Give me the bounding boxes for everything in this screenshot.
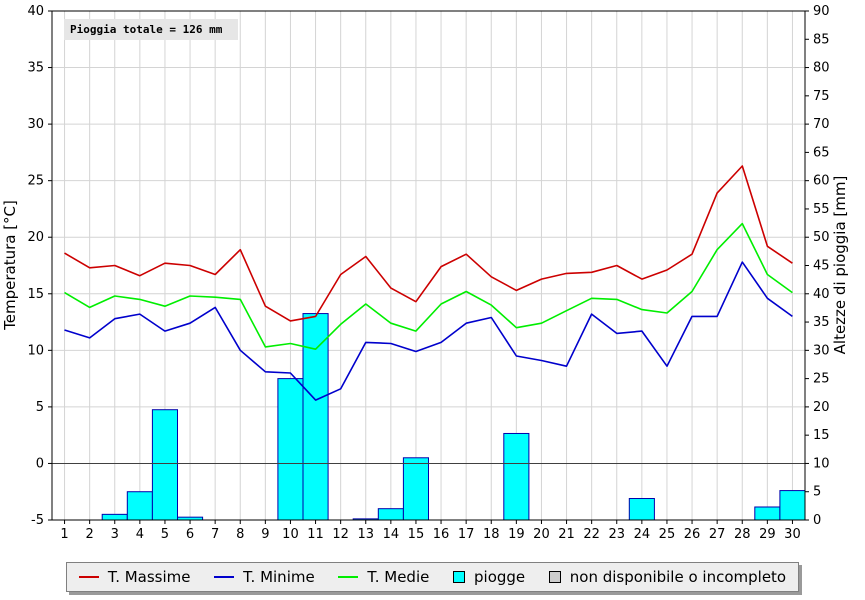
y-tick-label-8: 35 [27,61,44,76]
y2-tick-label-10: 50 [813,230,830,245]
rain-bars [101,313,806,521]
rain-bar-4 [126,491,153,521]
x-tick-label-16: 16 [433,527,450,542]
legend-swatch-max [78,576,99,578]
y2-tick-label-0: 0 [813,513,821,528]
rain-bar-29 [754,506,781,521]
x-tick-label-18: 18 [483,527,500,542]
legend-label-rain: piogge [474,568,526,586]
x-tick-label-4: 4 [136,527,144,542]
x-tick-label-7: 7 [211,527,219,542]
rain-bar-10 [277,378,304,521]
x-tick-label-14: 14 [383,527,400,542]
rain-bar-24 [628,498,655,521]
x-tick-label-29: 29 [759,527,776,542]
x-tick-label-25: 25 [659,527,676,542]
x-tick-label-28: 28 [734,527,751,542]
y-axis-title: Temperatura [°C] [1,200,19,331]
legend-swatch-min [214,576,235,578]
legend-label-avg: T. Medie [367,568,430,586]
y2-tick-label-5: 25 [813,372,830,387]
legend-swatch-missing [548,571,561,583]
rain-bar-5 [151,409,178,521]
y-tick-label-3: 10 [27,343,44,358]
y2-tick-label-4: 20 [813,400,830,415]
temperature-lines [64,165,793,401]
x-axis-ticks: 1 2 3 4 5 6 7 8 9 10 11 12 13 14 15 16 17 18 19 20 21 22 23 24 2… [60,520,801,542]
x-tick-label-26: 26 [684,527,701,542]
y-tick-label-7: 30 [27,117,44,132]
y-axis-ticks: -5 0 5 10 15 20 25 30 35 40 [27,4,52,528]
rain-bar-30 [779,490,806,521]
y2-tick-label-13: 65 [813,145,830,160]
rain-bar-3 [101,513,128,521]
y2-tick-label-7: 35 [813,315,830,330]
y2-tick-label-3: 15 [813,428,830,443]
legend: T. Massime T. Minime T. Medie piogge non… [66,562,799,592]
legend-label-min: T. Minime [243,568,315,586]
rain-bar-14 [377,508,404,521]
y2-axis-ticks: 0 5 10 15 20 25 30 35 40 45 50 55 60 65 70 75 80 85 90 [805,4,830,528]
legend-item-avg: T. Medie [338,568,429,586]
y2-tick-label-9: 45 [813,259,830,274]
x-tick-label-21: 21 [558,527,575,542]
total-rain-annotation: Pioggia totale = 126 mm [64,19,238,40]
y2-tick-label-2: 10 [813,456,830,471]
y2-tick-label-8: 40 [813,287,830,302]
y2-tick-label-18: 90 [813,4,830,19]
rain-bar-11 [302,313,329,521]
y2-tick-label-11: 55 [813,202,830,217]
series-line-2 [64,222,793,351]
x-tick-label-12: 12 [332,527,349,542]
x-tick-label-23: 23 [608,527,625,542]
rain-bar-15 [402,457,429,521]
legend-swatch-avg [338,576,359,578]
y2-tick-label-17: 85 [813,32,830,47]
y2-tick-label-16: 80 [813,61,830,76]
legend-item-min: T. Minime [214,568,315,586]
y-tick-label-1: 0 [36,456,44,471]
x-tick-label-22: 22 [583,527,600,542]
series-line-1 [64,261,793,401]
x-tick-label-3: 3 [111,527,119,542]
legend-item-rain: piogge [453,568,525,586]
y2-tick-label-15: 75 [813,89,830,104]
rain-bar-19 [503,432,530,521]
y2-tick-label-12: 60 [813,174,830,189]
y-tick-label-9: 40 [27,4,44,19]
y-tick-label-0: -5 [31,513,44,528]
y-tick-label-6: 25 [27,174,44,189]
x-tick-label-9: 9 [261,527,269,542]
legend-swatch-rain [453,571,465,583]
y2-tick-label-6: 30 [813,343,830,358]
legend-item-missing: non disponibile o incompleto [548,568,787,586]
x-tick-label-15: 15 [408,527,425,542]
legend-label-missing: non disponibile o incompleto [569,568,787,586]
x-tick-label-19: 19 [508,527,525,542]
legend-item-max: T. Massime [78,568,191,586]
y-tick-label-2: 5 [36,400,44,415]
x-tick-label-30: 30 [784,527,801,542]
x-tick-label-13: 13 [357,527,374,542]
x-tick-label-11: 11 [307,527,324,542]
x-tick-label-10: 10 [282,527,299,542]
legend-label-max: T. Massime [107,568,191,586]
y2-tick-label-14: 70 [813,117,830,132]
x-tick-label-6: 6 [186,527,194,542]
x-tick-label-17: 17 [458,527,475,542]
x-tick-label-20: 20 [533,527,550,542]
y2-axis-title: Altezze di pioggia [mm] [831,176,849,355]
y2-tick-label-1: 5 [813,485,821,500]
y-tick-label-5: 20 [27,230,44,245]
series-line-0 [64,165,793,322]
x-tick-label-2: 2 [86,527,94,542]
x-tick-label-8: 8 [236,527,244,542]
x-tick-label-1: 1 [60,527,68,542]
x-tick-label-24: 24 [634,527,651,542]
x-tick-label-27: 27 [709,527,726,542]
x-tick-label-5: 5 [161,527,169,542]
y-tick-label-4: 15 [27,287,44,302]
